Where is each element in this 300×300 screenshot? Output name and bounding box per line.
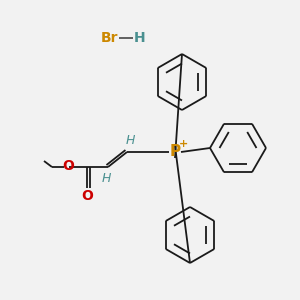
Text: H: H (134, 31, 146, 45)
Text: O: O (81, 189, 93, 203)
Text: P: P (169, 145, 181, 160)
Text: Br: Br (101, 31, 119, 45)
Text: H: H (125, 134, 135, 146)
Text: O: O (62, 159, 74, 173)
Text: +: + (178, 139, 188, 149)
Text: H: H (101, 172, 111, 185)
